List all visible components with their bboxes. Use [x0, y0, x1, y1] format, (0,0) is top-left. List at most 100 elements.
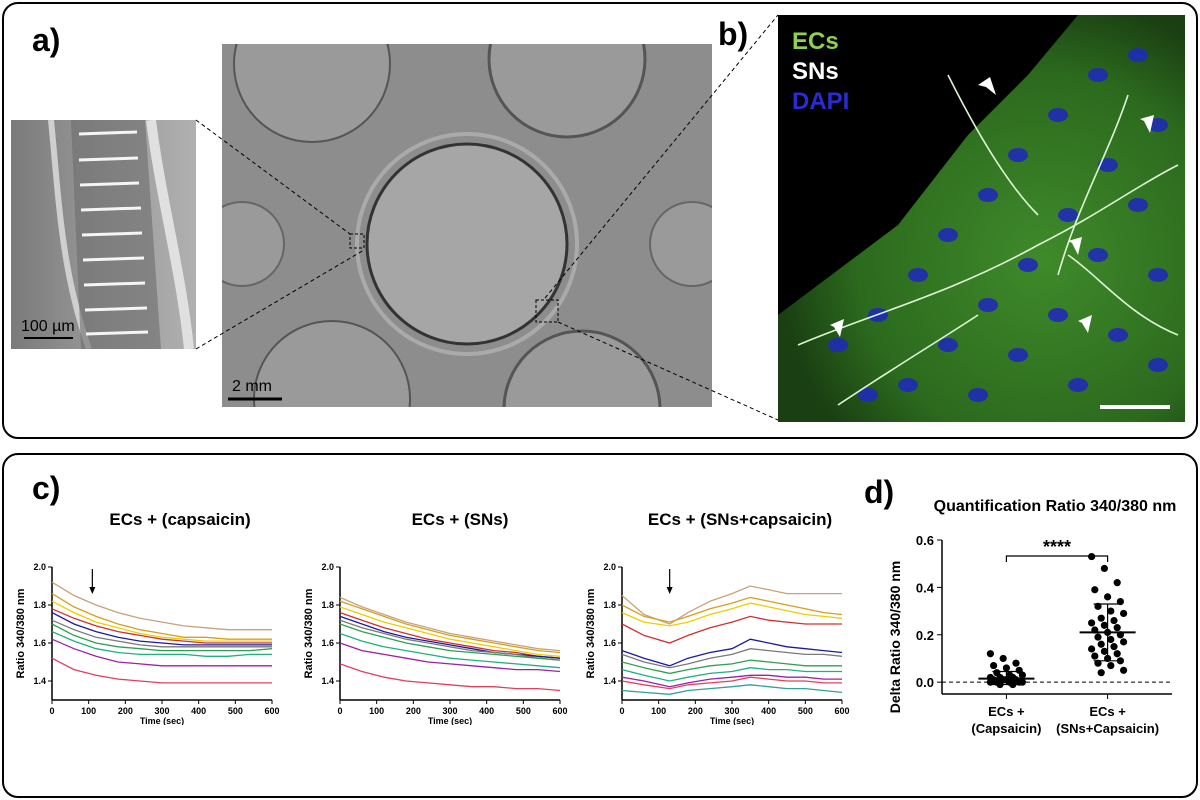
series-line	[339, 606, 561, 657]
y-axis-label: Ratio 340/380 nm	[585, 588, 597, 678]
chart-quantification: 0.0 0.2 0.4 0.6 Delta Ratio 340/380 nm ECs + (…	[887, 533, 1172, 736]
x-tick-label: (SNs+Capsaicin)	[1056, 721, 1159, 736]
stimulus-arrow-head	[666, 587, 673, 594]
y-tick-label: 0.4	[916, 580, 935, 595]
y-tick-label: 1.8	[33, 600, 46, 610]
x-tick-label: 100	[651, 706, 666, 716]
y-tick-label: 1.8	[321, 600, 334, 610]
y-tick-label: 1.6	[33, 638, 46, 648]
data-point	[1113, 650, 1121, 658]
panel-label-d: d)	[864, 474, 895, 510]
x-axis-label: Time (sec)	[428, 716, 472, 725]
series-line	[51, 581, 272, 631]
x-tick-label: 600	[834, 706, 849, 716]
panel-label-c: c)	[32, 470, 61, 506]
series-line	[621, 585, 842, 625]
y-tick-label: 1.4	[603, 676, 616, 686]
series-line	[51, 619, 272, 648]
data-point	[1018, 678, 1026, 686]
data-point	[1113, 579, 1121, 587]
series-line	[621, 674, 842, 688]
y-axis-label: Ratio 340/380 nm	[303, 588, 315, 678]
series-line	[339, 642, 561, 673]
x-tick-label: 600	[264, 706, 279, 716]
x-tick-label: 100	[81, 706, 96, 716]
stimulus-arrow-head	[89, 587, 96, 594]
x-tick-label: 100	[369, 706, 384, 716]
x-tick-label: 200	[688, 706, 703, 716]
panel-bottom	[2, 453, 1198, 798]
chart-capsaicin: 0 100 200 300 400 500 600 1.4 1.6 1.8 2.0 Time (sec…	[15, 562, 280, 725]
y-axis-label: Ratio 340/380 nm	[15, 588, 27, 678]
data-point	[1104, 593, 1112, 601]
chart-title-capsaicin: ECs + (capsaicin)	[109, 510, 251, 529]
data-point	[1091, 586, 1099, 594]
x-tick-label: 300	[442, 706, 457, 716]
data-point	[1100, 621, 1108, 629]
series-line	[51, 593, 272, 640]
x-axis-label: Time (sec)	[140, 716, 184, 725]
chart-title-quantification: Quantification Ratio 340/380 nm	[933, 498, 1177, 515]
data-point	[1002, 664, 1010, 672]
series-line	[621, 638, 843, 667]
series-line	[51, 600, 272, 642]
x-tick-label: 400	[479, 706, 494, 716]
data-point	[1100, 647, 1108, 655]
y-tick-label: 1.8	[603, 600, 616, 610]
data-point	[1097, 669, 1105, 677]
y-tick-label: 1.6	[321, 638, 334, 648]
legend-ecs: ECs	[792, 28, 839, 55]
y-axis-label: Delta Ratio 340/380 nm	[887, 561, 903, 714]
x-tick-label: 500	[516, 706, 531, 716]
series-line	[339, 619, 561, 661]
x-tick-label: 0	[49, 706, 54, 716]
y-tick-label: 2.0	[321, 562, 334, 572]
data-point	[1094, 633, 1102, 641]
series-line	[621, 596, 843, 623]
x-tick-label: 500	[798, 706, 813, 716]
y-tick-label: 0.2	[916, 628, 934, 643]
x-axis-label: Time (sec)	[710, 716, 754, 725]
data-point	[986, 650, 994, 658]
series-line	[51, 612, 272, 646]
data-point	[1120, 609, 1128, 618]
series-line	[339, 623, 561, 661]
x-tick-label: 200	[118, 706, 133, 716]
y-tick-label: 1.4	[33, 676, 46, 686]
data-point	[999, 676, 1007, 684]
data-point	[1088, 619, 1096, 627]
series-line	[51, 608, 272, 644]
x-tick-label: 200	[406, 706, 421, 716]
series-line	[339, 611, 561, 659]
series-line	[621, 615, 842, 644]
data-point	[1120, 666, 1128, 674]
series-line	[621, 667, 842, 682]
significance-bracket	[1005, 555, 1109, 562]
x-tick-label: 600	[552, 706, 567, 716]
fluorescence-image: ECs SNs DAPI	[778, 15, 1185, 422]
series-line	[339, 596, 561, 652]
data-point	[1120, 638, 1128, 646]
data-point	[1113, 624, 1121, 632]
y-tick-label: 1.6	[603, 638, 616, 648]
dish-image: 2 mm	[222, 44, 712, 407]
significance-stars: ****	[1043, 537, 1071, 557]
series-line	[621, 684, 843, 695]
data-point	[1097, 640, 1105, 648]
y-tick-label: 0.6	[916, 533, 934, 548]
x-tick-label: ECs +	[1089, 704, 1126, 719]
data-point	[1091, 652, 1099, 660]
x-tick-label: 500	[228, 706, 243, 716]
data-point	[1018, 671, 1026, 679]
series-line	[51, 638, 272, 667]
y-tick-label: 2.0	[33, 562, 46, 572]
x-tick-label: 0	[337, 706, 342, 716]
zoom-connectors	[195, 14, 779, 421]
data-point	[1107, 607, 1115, 615]
chart-sns-capsaicin: 0 100 200 300 400 500 600 1.4 1.6 1.8 2.0 Time (sec…	[585, 562, 850, 725]
series-line	[621, 602, 843, 627]
series-line	[621, 648, 843, 669]
inset-scalebar-label: 100 µm	[21, 318, 75, 335]
panel-label-a: a)	[32, 22, 61, 58]
x-tick-label: 0	[619, 706, 624, 716]
